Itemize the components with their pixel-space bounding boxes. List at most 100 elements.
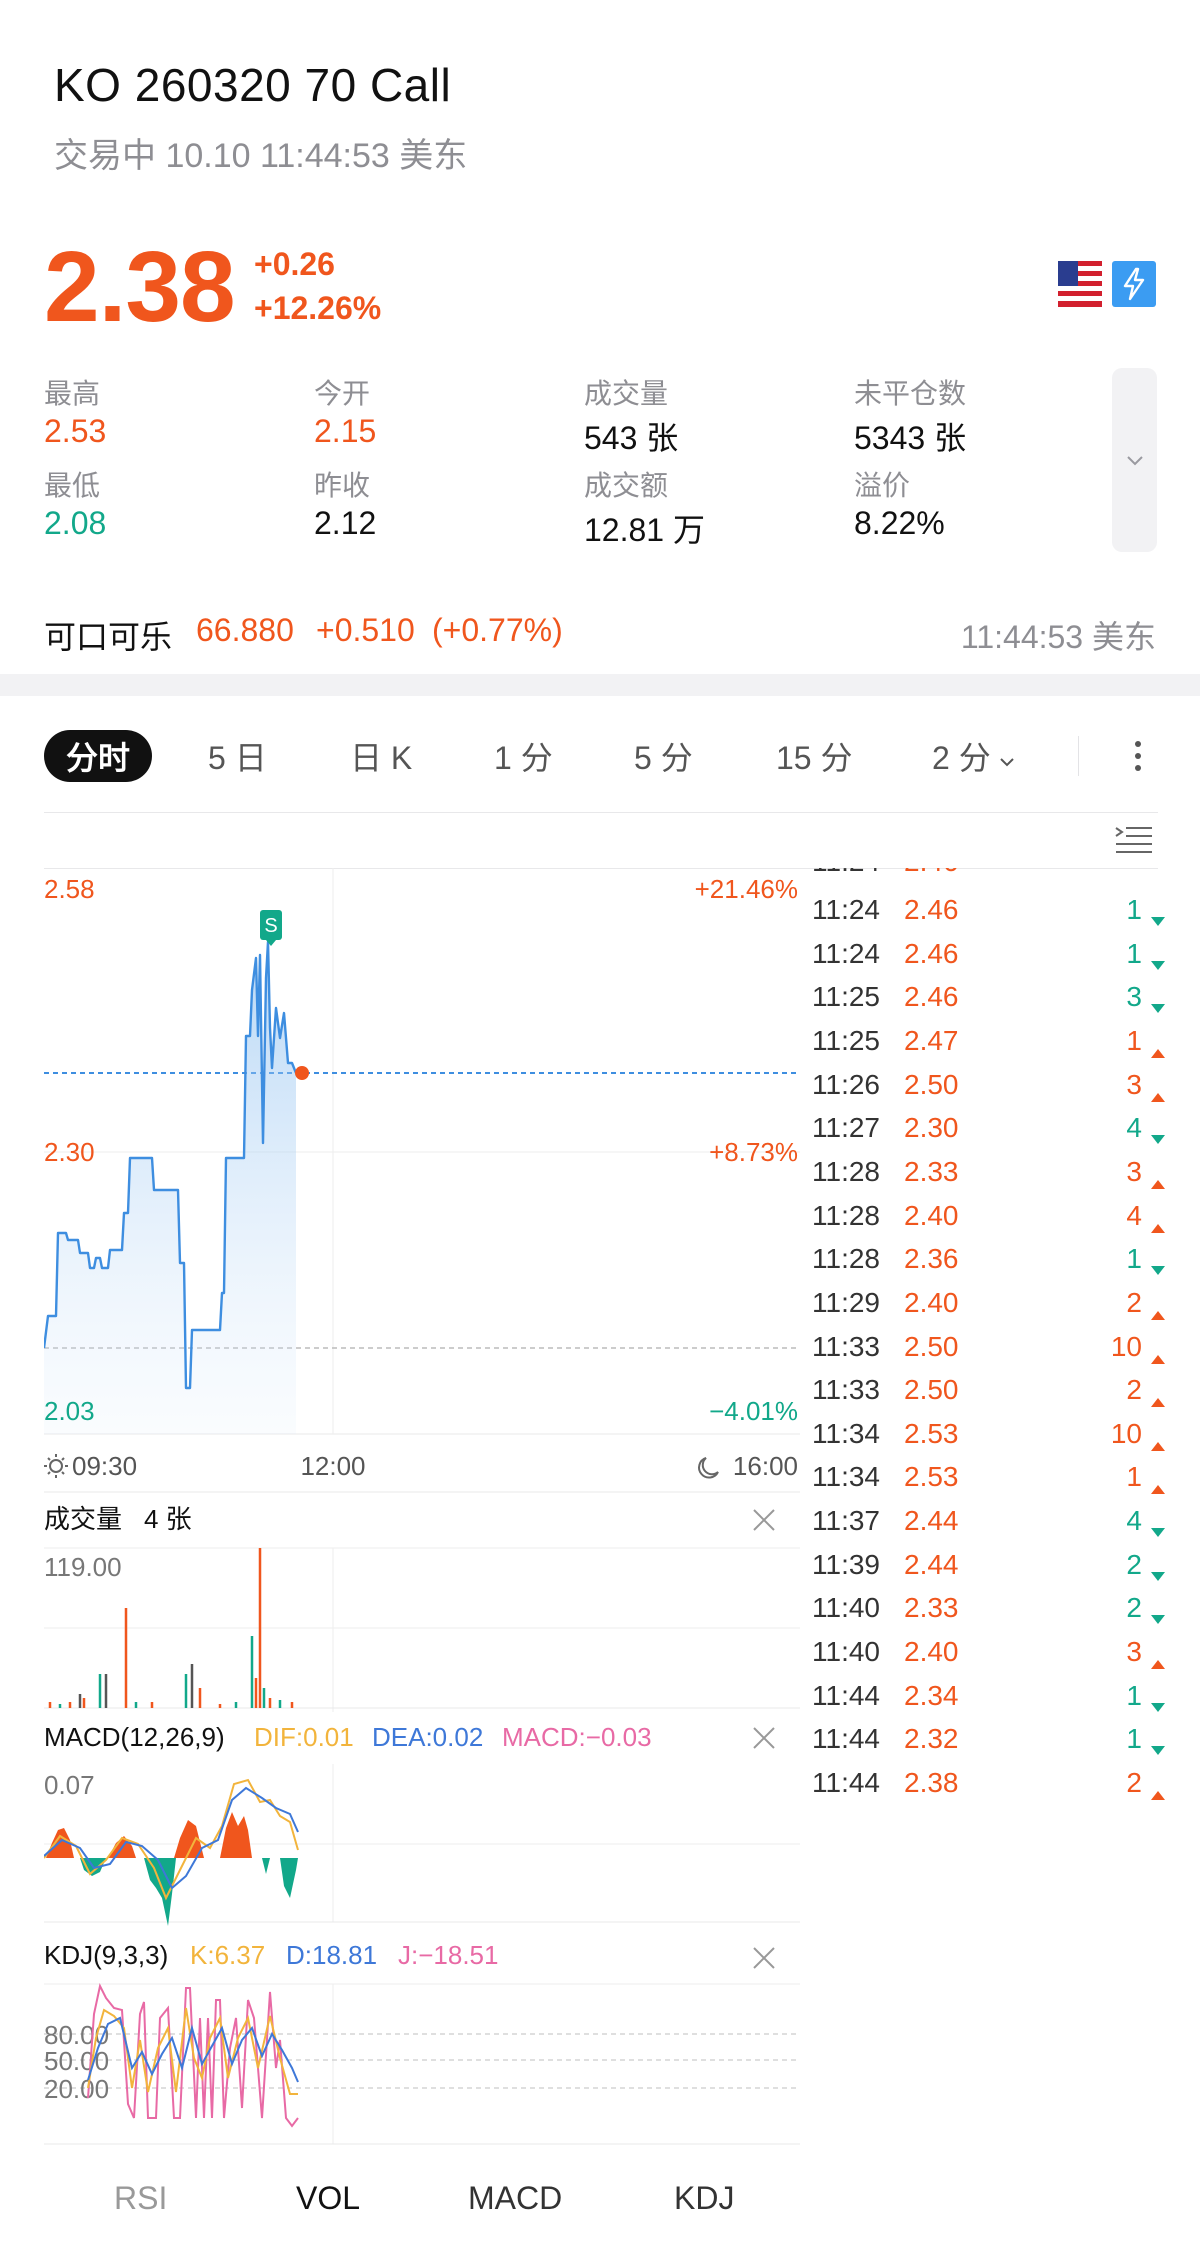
arrow-up-icon xyxy=(1150,1165,1166,1197)
kdj-d-line xyxy=(87,2016,299,2083)
tick-row-partial: 11:24 2.46 xyxy=(812,868,1166,882)
stat-label-low: 最低 xyxy=(44,470,101,501)
tick-time: 11:27 xyxy=(812,1112,880,1144)
tab-rsi[interactable]: RSI xyxy=(114,2180,168,2216)
stat-value-prev-close: 2.12 xyxy=(314,505,377,541)
tab-macd[interactable]: MACD xyxy=(468,2180,563,2216)
axis-price-low: 2.03 xyxy=(44,1396,95,1426)
tick-volume: 3 xyxy=(1126,1068,1142,1100)
tick-row: 11:25 2.47 1 xyxy=(812,1025,1166,1069)
expand-stats-button[interactable] xyxy=(1112,368,1157,552)
arrow-up-icon xyxy=(1150,1383,1166,1415)
moon-icon xyxy=(698,1457,719,1479)
tick-time: 11:37 xyxy=(812,1505,880,1537)
tick-time: 11:28 xyxy=(812,1199,880,1231)
arrow-up-icon xyxy=(1150,1034,1166,1066)
tick-price: 2.46 xyxy=(904,981,959,1013)
tick-volume: 1 xyxy=(1126,1243,1142,1275)
tab-vol[interactable]: VOL xyxy=(296,2180,361,2216)
sun-icon xyxy=(44,1454,68,1478)
page-title: KO 260320 70 Call xyxy=(54,59,452,111)
underlying-price: 66.880 xyxy=(196,612,294,648)
arrow-up-icon xyxy=(1150,1776,1166,1808)
tab-2-min[interactable]: 2 分 xyxy=(932,730,1015,782)
tick-volume: 3 xyxy=(1126,1636,1142,1668)
axis-pct-low: −4.01% xyxy=(709,1396,798,1426)
axis-price-high: 2.58 xyxy=(44,874,95,904)
macd-value: MACD:−0.03 xyxy=(502,1722,652,1752)
tick-price: 2.53 xyxy=(904,1461,959,1493)
underlying-change: +0.510 xyxy=(316,612,415,648)
arrow-up-icon xyxy=(1150,1209,1166,1241)
close-volume-icon xyxy=(753,1509,775,1531)
macd-label: MACD(12,26,9) xyxy=(44,1722,225,1752)
tick-row: 11:34 2.53 1 xyxy=(812,1461,1166,1505)
kdj-d: D:18.81 xyxy=(286,1940,377,1970)
tick-row: 11:28 2.33 3 xyxy=(812,1156,1166,1200)
tick-row: 11:25 2.46 3 xyxy=(812,981,1166,1025)
sell-marker-label: S xyxy=(264,915,277,937)
list-view-icon[interactable] xyxy=(1114,822,1154,858)
us-flag-icon xyxy=(1058,261,1102,307)
tick-price: 2.33 xyxy=(904,1155,959,1187)
axis-time-start: 09:30 xyxy=(72,1451,137,1481)
tick-price: 2.44 xyxy=(904,1548,959,1580)
tick-price: 2.47 xyxy=(904,1024,959,1056)
tick-row: 11:33 2.50 10 xyxy=(812,1331,1166,1375)
tick-volume: 2 xyxy=(1126,1374,1142,1406)
tab-daily-k[interactable]: 日 K xyxy=(350,740,413,776)
tab-kdj[interactable]: KDJ xyxy=(674,2180,735,2216)
macd-dea: DEA:0.02 xyxy=(372,1722,483,1752)
volume-label: 成交量 xyxy=(44,1504,122,1534)
kdj-level-50: 50.00 xyxy=(44,2046,109,2076)
tick-time: 11:25 xyxy=(812,1024,880,1056)
stat-value-volume: 543 张 xyxy=(584,420,679,456)
axis-time-end: 16:00 xyxy=(733,1451,798,1481)
volume-bars xyxy=(48,1548,294,1708)
tick-price: 2.34 xyxy=(904,1679,959,1711)
tab-separator xyxy=(1078,736,1079,776)
tick-volume: 1 xyxy=(1126,1679,1142,1711)
tick-row: 11:24 2.46 1 xyxy=(812,938,1166,982)
more-options-icon[interactable] xyxy=(1126,736,1150,776)
axis-pct-mid: +8.73% xyxy=(709,1137,798,1167)
stat-label-prev-close: 昨收 xyxy=(314,470,371,501)
tick-price: 2.30 xyxy=(904,1112,959,1144)
arrow-up-icon xyxy=(1150,1340,1166,1372)
tick-row: 11:44 2.34 1 xyxy=(812,1680,1166,1724)
tick-time: 11:40 xyxy=(812,1592,880,1624)
tick-price: 2.50 xyxy=(904,1374,959,1406)
tick-volume: 4 xyxy=(1126,1505,1142,1537)
tick-time: 11:28 xyxy=(812,1155,880,1187)
stat-label-open: 今开 xyxy=(314,378,371,409)
tick-row: 11:44 2.32 1 xyxy=(812,1723,1166,1767)
tab-5-min[interactable]: 5 分 xyxy=(634,740,693,776)
tab-15-min[interactable]: 15 分 xyxy=(776,740,853,776)
arrow-down-icon xyxy=(1150,1689,1166,1721)
macd-dif: DIF:0.01 xyxy=(254,1722,354,1752)
tick-price: 2.46 xyxy=(904,894,959,925)
kdj-level-20: 20.00 xyxy=(44,2074,109,2104)
arrow-up-icon xyxy=(1150,1427,1166,1459)
tick-volume: 10 xyxy=(1110,1417,1142,1449)
lightning-icon[interactable] xyxy=(1112,261,1156,307)
tab-intraday[interactable]: 分时 xyxy=(44,730,153,782)
tick-price: 2.44 xyxy=(904,1505,959,1537)
stat-value-open-interest: 5343 张 xyxy=(854,420,967,456)
tick-time: 11:25 xyxy=(812,981,880,1013)
tab-5-day[interactable]: 5 日 xyxy=(208,740,267,776)
tick-price: 2.32 xyxy=(904,1723,959,1755)
underlying-name[interactable]: 可口可乐 xyxy=(44,619,173,655)
intraday-chart[interactable]: S 2.58 2.30 2.03 +21.46% +8.73% −4.01% 0… xyxy=(44,868,800,2148)
tick-time: 11:34 xyxy=(812,1461,880,1493)
chart-area-border xyxy=(44,868,1158,869)
kdj-label: KDJ(9,3,3) xyxy=(44,1940,168,1970)
tick-price: 2.40 xyxy=(904,1286,959,1318)
tick-price: 2.50 xyxy=(904,1068,959,1100)
tick-row: 11:24 2.46 1 xyxy=(812,894,1166,938)
stat-label-volume: 成交量 xyxy=(584,378,669,409)
tab-1-min[interactable]: 1 分 xyxy=(494,740,553,776)
tick-volume: 1 xyxy=(1126,1461,1142,1493)
kdj-k: K:6.37 xyxy=(190,1940,265,1970)
volume-value: 4 张 xyxy=(144,1504,192,1534)
